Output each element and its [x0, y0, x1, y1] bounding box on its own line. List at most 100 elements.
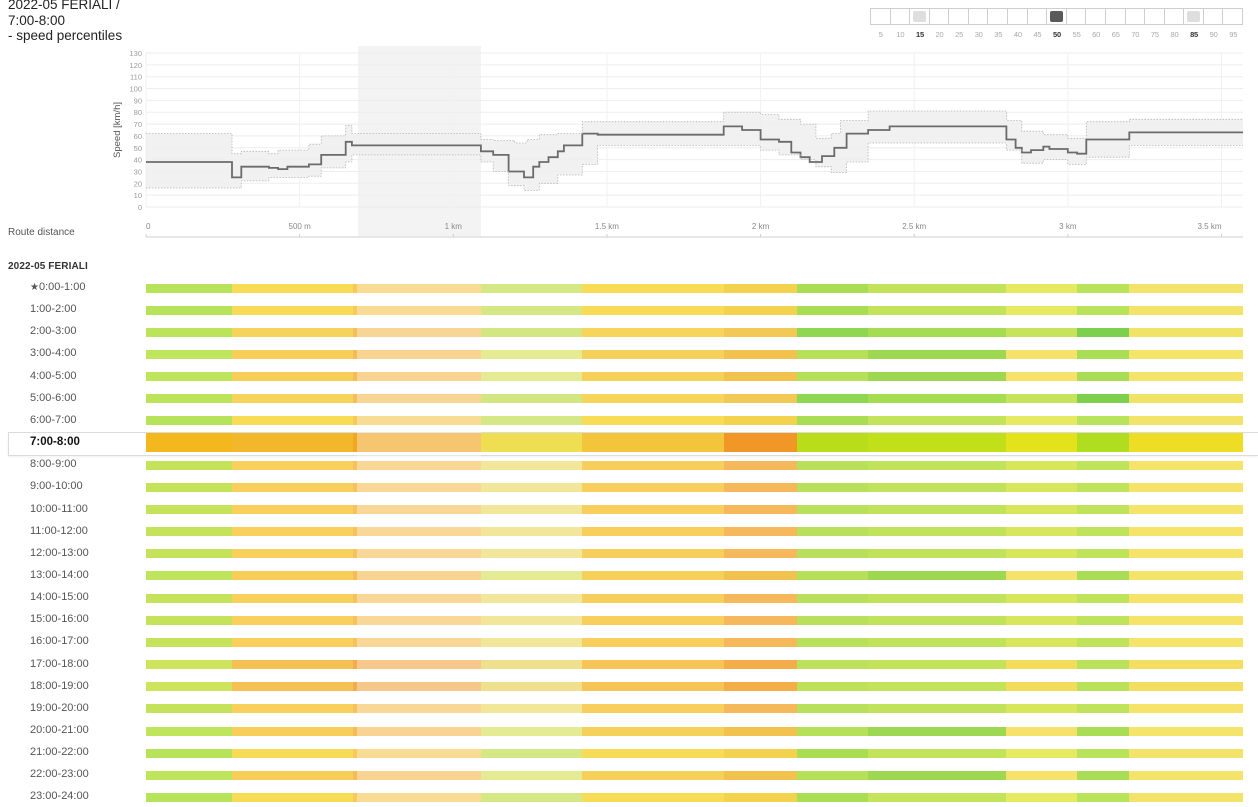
percentile-option-40[interactable] [1007, 8, 1028, 25]
hour-row-label[interactable]: 8:00-9:00 [30, 457, 76, 471]
heatmap-cell [1077, 283, 1130, 293]
heatmap-cell [1129, 660, 1244, 670]
heatmap-cell [480, 327, 583, 337]
heatmap-cell [582, 792, 725, 802]
hour-row-label[interactable]: 23:00-24:00 [30, 789, 89, 803]
percentile-option-70[interactable] [1124, 8, 1146, 25]
hour-row-label[interactable]: 6:00-7:00 [30, 413, 76, 427]
hour-row-label[interactable]: 11:00-12:00 [30, 524, 88, 538]
heatmap-cell [582, 349, 725, 359]
percentile-option-55[interactable] [1065, 8, 1087, 25]
heatmap-row[interactable] [146, 432, 1244, 452]
heatmap-cell [232, 349, 354, 359]
percentile-option-95[interactable] [1222, 8, 1243, 25]
percentile-option-5[interactable] [870, 8, 891, 25]
percentile-option-30[interactable] [967, 8, 989, 25]
percentile-option-60[interactable] [1085, 8, 1106, 25]
heatmap-cell [353, 660, 482, 670]
percentile-option-25[interactable] [948, 8, 969, 25]
heatmap-cell [480, 349, 583, 359]
heatmap-row[interactable] [146, 394, 1244, 404]
hour-row-label[interactable]: 20:00-21:00 [30, 723, 89, 737]
percentile-option-50[interactable] [1046, 8, 1067, 25]
heatmap-cell [797, 571, 869, 581]
hour-row-label[interactable]: 9:00-10:00 [30, 479, 83, 493]
heatmap-cell [480, 505, 583, 514]
heatmap-row[interactable] [146, 349, 1244, 359]
heatmap-cell [480, 372, 583, 382]
hour-row-label[interactable]: 10:00-11:00 [30, 502, 88, 516]
percentile-option-90[interactable] [1202, 8, 1224, 25]
heatmap-row[interactable] [146, 527, 1244, 537]
heatmap-row[interactable] [146, 637, 1244, 647]
hour-row-label[interactable]: ★0:00-1:00 [30, 280, 85, 294]
percentile-option-65[interactable] [1104, 8, 1126, 25]
heatmap-row[interactable] [146, 792, 1244, 802]
hour-row-label[interactable]: 12:00-13:00 [30, 546, 89, 560]
heatmap-row[interactable] [146, 770, 1244, 780]
heatmap-cell [797, 660, 869, 670]
heatmap-row[interactable] [146, 327, 1244, 337]
heatmap-cell [1129, 505, 1244, 514]
hour-row-label[interactable]: 2:00-3:00 [30, 324, 76, 338]
heatmap-cell [868, 660, 1007, 670]
speed-chart: 0 10 20 30 40 50 60 70 80 90 100 110 120 130 Speed [km… [112, 46, 1243, 238]
heatmap-row[interactable] [146, 726, 1244, 736]
hour-row-text: 22:00-23:00 [30, 768, 89, 781]
hour-row-label[interactable]: 17:00-18:00 [30, 657, 89, 671]
percentile-option-45[interactable] [1026, 8, 1048, 25]
heatmap-cell [1006, 505, 1078, 514]
percentile-option-20[interactable] [928, 8, 950, 25]
heatmap-row[interactable] [146, 416, 1244, 426]
hour-row-label[interactable]: 14:00-15:00 [30, 590, 89, 604]
percentile-option-35[interactable] [987, 8, 1009, 25]
heatmap-row[interactable] [146, 704, 1244, 714]
heatmap-row[interactable] [146, 482, 1244, 492]
heatmap-row[interactable] [146, 283, 1244, 293]
hour-row-label[interactable]: 21:00-22:00 [30, 745, 89, 759]
percentile-label: 95 [1229, 30, 1238, 39]
hour-row-label[interactable]: 13:00-14:00 [30, 568, 89, 582]
heatmap-row[interactable] [146, 460, 1244, 470]
heatmap-row[interactable] [146, 305, 1244, 315]
heatmap-cell [232, 615, 354, 625]
hour-row-label[interactable]: 1:00-2:00 [30, 302, 76, 316]
heatmap-cell [1006, 615, 1078, 625]
heatmap-cell [868, 682, 1007, 692]
heatmap-cell [1006, 792, 1078, 802]
heatmap-row[interactable] [146, 372, 1244, 382]
heatmap-cell [1129, 416, 1244, 426]
hour-row-label[interactable]: 22:00-23:00 [30, 767, 89, 781]
percentile-option-75[interactable] [1144, 8, 1165, 25]
hour-row-label[interactable]: 4:00-5:00 [30, 369, 76, 383]
heatmap-row[interactable] [146, 549, 1244, 559]
hour-row-label[interactable]: 7:00-8:00 [30, 435, 80, 449]
heatmap-cell [1006, 682, 1078, 692]
hour-row-label[interactable]: 16:00-17:00 [30, 634, 89, 648]
heatmap-row[interactable] [146, 615, 1244, 625]
hour-row-label[interactable]: 3:00-4:00 [30, 346, 76, 360]
heatmap-cell [723, 394, 798, 404]
heatmap-row[interactable] [146, 748, 1244, 758]
heatmap-cell [480, 527, 583, 537]
hour-row-label[interactable]: 15:00-16:00 [30, 612, 89, 626]
heatmap-row[interactable] [146, 682, 1244, 692]
hour-row-label[interactable]: 19:00-20:00 [30, 701, 89, 715]
heatmap-cell [146, 770, 233, 780]
heatmap-row[interactable] [146, 660, 1244, 670]
percentile-option-85[interactable] [1183, 8, 1204, 25]
percentile-option-15[interactable] [909, 8, 930, 25]
heatmap-row[interactable] [146, 505, 1244, 514]
hour-row-label[interactable]: 5:00-6:00 [30, 391, 76, 405]
percentile-option-10[interactable] [889, 8, 911, 25]
heatmap-cell [582, 637, 725, 647]
hour-row-text: 7:00-8:00 [30, 436, 80, 449]
heatmap-cell [723, 726, 798, 736]
y-tick-label: 50 [134, 144, 142, 153]
heatmap-row[interactable] [146, 593, 1244, 603]
hour-row-label[interactable]: 18:00-19:00 [30, 679, 89, 693]
hour-row-text: 11:00-12:00 [30, 524, 88, 537]
hour-row-text: 9:00-10:00 [30, 480, 83, 493]
heatmap-row[interactable] [146, 571, 1244, 581]
percentile-option-80[interactable] [1163, 8, 1185, 25]
